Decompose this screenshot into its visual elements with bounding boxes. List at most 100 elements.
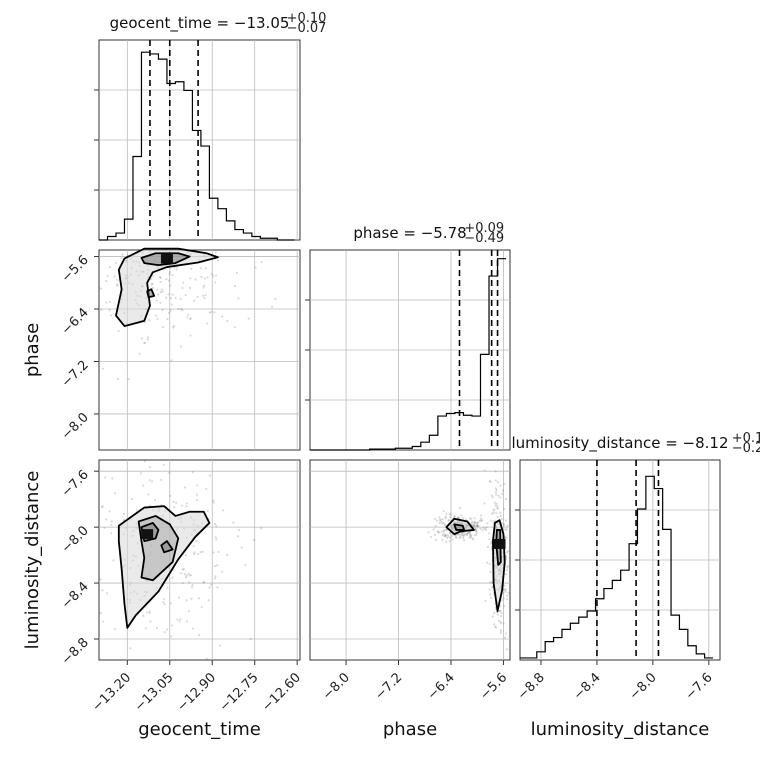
scatter-point	[151, 480, 154, 483]
scatter-point	[115, 261, 118, 264]
scatter-point	[208, 311, 211, 314]
subplot-title-luminosity_distance: luminosity_distance = −8.12	[511, 434, 728, 453]
scatter-point	[187, 313, 190, 316]
scatter-point	[148, 610, 151, 613]
scatter-point	[439, 518, 442, 521]
scatter-point	[110, 520, 113, 523]
scatter-point	[148, 318, 151, 322]
scatter-point	[444, 515, 447, 518]
scatter-point	[218, 644, 222, 647]
scatter-point	[505, 551, 509, 554]
scatter-point	[503, 507, 506, 511]
scatter-point	[163, 631, 166, 634]
scatter-point	[159, 301, 162, 304]
scatter-point	[274, 297, 277, 301]
scatter-point	[135, 509, 138, 512]
scatter-point	[159, 276, 162, 279]
scatter-point	[216, 564, 219, 567]
scatter-point	[186, 316, 189, 319]
scatter-point	[505, 528, 508, 531]
scatter-point	[501, 492, 504, 495]
scatter-point	[445, 512, 448, 515]
scatter-point	[143, 341, 146, 344]
scatter-point	[503, 483, 506, 486]
scatter-point	[104, 518, 108, 521]
scatter-point	[180, 504, 184, 507]
scatter-point	[494, 479, 498, 482]
scatter-point	[149, 620, 152, 623]
y-axis-label-luminosity_distance: luminosity_distance	[22, 471, 43, 650]
scatter-point	[462, 516, 465, 520]
scatter-point	[474, 527, 477, 530]
scatter-point	[500, 518, 503, 521]
scatter-point	[169, 297, 173, 300]
scatter-point	[432, 528, 435, 531]
scatter-point	[473, 521, 476, 524]
scatter-point	[479, 519, 483, 522]
scatter-point	[435, 519, 439, 522]
scatter-point	[171, 273, 174, 277]
scatter-point	[182, 281, 185, 284]
scatter-point	[448, 519, 451, 522]
scatter-point	[500, 612, 503, 615]
scatter-point	[475, 521, 478, 524]
scatter-point	[188, 581, 191, 584]
scatter-point	[427, 531, 430, 534]
scatter-point	[206, 322, 209, 325]
scatter-point	[483, 469, 486, 472]
scatter-point	[249, 637, 252, 640]
scatter-point	[179, 618, 182, 621]
scatter-point	[447, 535, 450, 538]
scatter-point	[505, 536, 508, 539]
scatter-point	[150, 283, 153, 286]
scatter-point	[443, 529, 446, 532]
scatter-point	[110, 532, 113, 535]
scatter-point	[484, 599, 487, 602]
title-equals: =	[212, 14, 234, 32]
scatter-point	[181, 286, 184, 290]
scatter-point	[468, 536, 471, 539]
scatter-point	[455, 535, 458, 539]
scatter-point	[488, 538, 491, 541]
scatter-point	[504, 636, 507, 639]
scatter-point	[111, 477, 114, 480]
scatter-point	[460, 533, 463, 537]
scatter-point	[170, 624, 173, 627]
scatter-point	[205, 657, 208, 660]
scatter-point	[474, 528, 477, 531]
scatter-point	[122, 512, 126, 515]
scatter-point	[216, 259, 220, 262]
scatter-point	[99, 287, 102, 290]
scatter-point	[491, 615, 494, 618]
scatter-point	[173, 506, 176, 509]
scatter-point	[116, 278, 119, 282]
scatter-point	[461, 532, 464, 535]
scatter-point	[506, 598, 509, 601]
scatter-point	[499, 484, 502, 487]
scatter-point	[210, 310, 213, 314]
scatter-point	[260, 527, 263, 530]
scatter-point	[170, 359, 173, 362]
scatter-point	[488, 588, 491, 591]
scatter-point	[198, 634, 201, 637]
scatter-point	[172, 326, 175, 329]
scatter-point	[185, 502, 188, 505]
scatter-point	[208, 474, 212, 477]
scatter-point	[493, 611, 496, 615]
scatter-point	[474, 525, 478, 528]
scatter-point	[202, 286, 205, 289]
scatter-point	[494, 625, 497, 628]
scatter-point	[479, 527, 482, 530]
scatter-point	[450, 513, 453, 516]
scatter-point	[101, 589, 104, 592]
scatter-point	[112, 559, 115, 562]
scatter-point	[499, 614, 503, 618]
scatter-point	[169, 602, 172, 605]
scatter-point	[145, 611, 149, 614]
scatter-point	[466, 531, 469, 535]
scatter-point	[171, 576, 174, 579]
scatter-point	[445, 540, 448, 543]
scatter-point	[190, 586, 194, 589]
scatter-point	[199, 550, 202, 554]
scatter-point	[185, 576, 188, 579]
